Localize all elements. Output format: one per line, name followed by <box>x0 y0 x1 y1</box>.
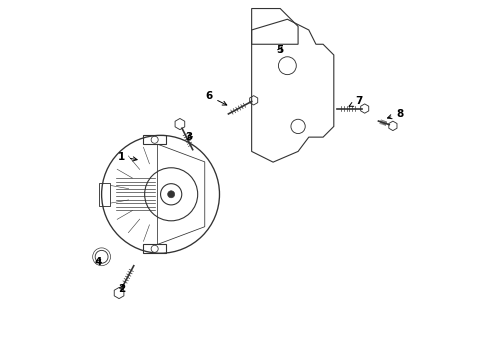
Text: 5: 5 <box>276 45 283 55</box>
Text: 2: 2 <box>118 284 124 294</box>
Text: 1: 1 <box>118 152 137 162</box>
Text: 4: 4 <box>94 257 102 267</box>
Text: 8: 8 <box>386 109 403 119</box>
Text: 3: 3 <box>185 132 192 142</box>
Text: 7: 7 <box>348 96 362 107</box>
Text: 6: 6 <box>205 91 226 105</box>
Circle shape <box>167 191 174 198</box>
